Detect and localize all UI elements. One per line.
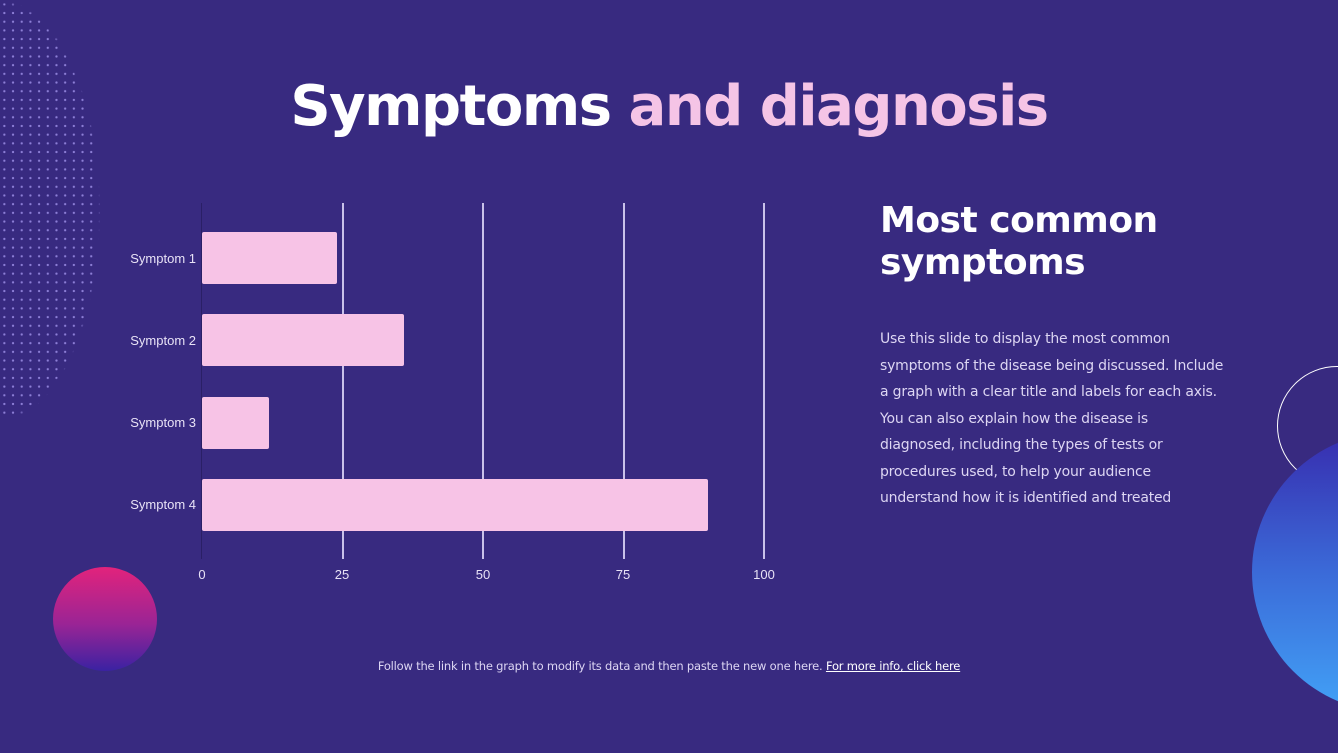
section-heading: Most common symptoms <box>880 200 1158 283</box>
x-tick-label: 50 <box>475 567 491 582</box>
y-tick-label: Symptom 4 <box>130 497 196 512</box>
x-tick-label: 75 <box>615 567 631 582</box>
y-tick-label: Symptom 3 <box>130 415 196 430</box>
x-tick-label: 0 <box>198 567 206 582</box>
gridline-50 <box>482 203 484 559</box>
y-tick-label: Symptom 1 <box>130 251 196 266</box>
gridline-25 <box>342 203 344 559</box>
title-main: Symptoms <box>290 74 612 139</box>
bar-chart: Symptom 1 Symptom 2 Symptom 3 Symptom 4 … <box>130 203 775 582</box>
page-title: Symptoms and diagnosis <box>0 74 1338 139</box>
x-tick-label: 100 <box>753 567 775 582</box>
section-body: Use this slide to display the most commo… <box>880 331 1224 506</box>
y-tick-label: Symptom 2 <box>130 333 196 348</box>
bar-symptom-3 <box>202 397 269 449</box>
gridline-100 <box>763 203 765 559</box>
gridline-75 <box>623 203 625 559</box>
bar-symptom-1 <box>202 232 337 284</box>
title-accent: and diagnosis <box>628 74 1050 139</box>
footer-text: Follow the link in the graph to modify i… <box>377 659 823 673</box>
bar-symptom-2 <box>202 314 404 366</box>
bar-symptom-4 <box>202 479 708 531</box>
footer-note: Follow the link in the graph to modify i… <box>0 659 1338 673</box>
more-info-link[interactable]: For more info, click here <box>825 659 961 673</box>
dot-pattern-decoration <box>0 0 110 420</box>
y-axis <box>201 203 202 559</box>
pink-circle-decoration <box>53 567 157 671</box>
x-tick-label: 25 <box>334 567 350 582</box>
